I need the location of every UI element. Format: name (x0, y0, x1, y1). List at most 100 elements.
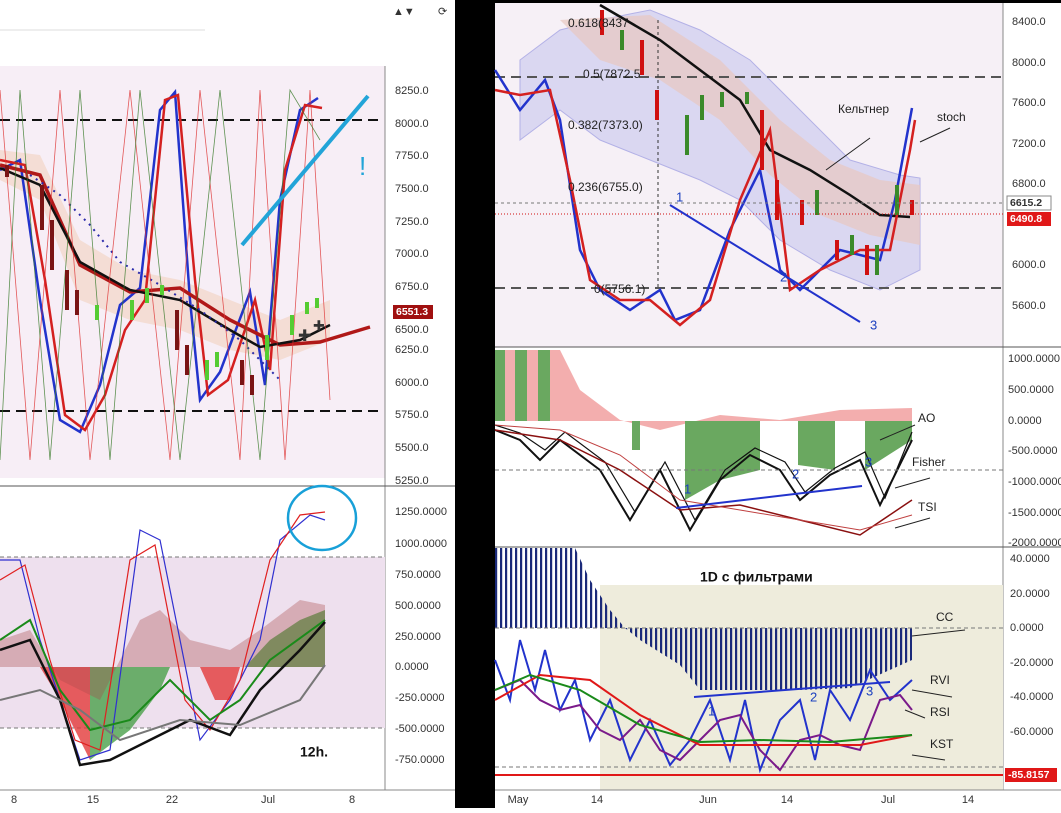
fib-label: 0.382(7373.0) (568, 118, 643, 132)
mid-axis: 1000.0000 500.0000 0.0000 -500.0000 -100… (1008, 353, 1061, 549)
bollinger-band (519, 9, 921, 291)
tick-label: 8400.0 (1012, 16, 1046, 28)
tick-label: -1500.0000 (1008, 507, 1061, 519)
tick-label: 7250.0 (395, 216, 429, 228)
tick-label: 0.0000 (395, 661, 429, 673)
price-tag-label: 6551.3 (396, 306, 428, 318)
price-tag-label: 6490.8 (1010, 213, 1042, 225)
candles (95, 285, 319, 380)
time-axis: May 14 Jun 14 Jul 14 (508, 794, 975, 806)
price-axis: 8400.0 8000.0 7600.0 7200.0 6800.0 6000.… (1012, 16, 1046, 312)
tick-label: -2000.0000 (1008, 537, 1061, 549)
panel-title: 1D с фильтрами (700, 569, 813, 585)
indicator-label: AO (918, 411, 935, 425)
tick-label: -250.0000 (395, 692, 445, 704)
tick-label: 14 (962, 794, 974, 806)
tick-label: 1000.0000 (395, 538, 447, 550)
tick-label: 6800.0 (1012, 178, 1046, 190)
tick-label: 6250.0 (395, 344, 429, 356)
bottom-axis: 40.0000 20.0000 0.0000 -20.0000 -40.0000… (1010, 553, 1053, 738)
keltner-channel (0, 150, 330, 360)
tick-label: -500.0000 (1008, 445, 1058, 457)
candles (5, 165, 254, 395)
trend-line (669, 204, 861, 323)
tick-label: -60.0000 (1010, 726, 1053, 738)
tick-label: -20.0000 (1010, 657, 1053, 669)
tick-label: 8000.0 (1012, 57, 1046, 69)
tick-label: -1000.0000 (1008, 476, 1061, 488)
tick-label: 750.0000 (395, 569, 441, 581)
tick-label: May (508, 794, 529, 806)
tick-label: -40.0000 (1010, 691, 1053, 703)
wave-number: 3 (865, 454, 872, 469)
tick-label: 5250.0 (395, 475, 429, 487)
fib-label: 0.618(8437 (568, 16, 629, 30)
price-tag (393, 305, 433, 319)
timeframe-label: 12h. (300, 744, 328, 760)
tick-label: 40.0000 (1010, 553, 1050, 565)
indicator-label: stoch (937, 110, 966, 124)
tick-label: 250.0000 (395, 631, 441, 643)
toolbar-icon[interactable]: ▲▼ (393, 6, 415, 18)
tick-label: 6750.0 (395, 281, 429, 293)
wave-number: 1 (708, 703, 715, 718)
wave-number: 1 (676, 189, 683, 204)
plot-bg (0, 66, 385, 478)
tick-label: 5600.0 (1012, 300, 1046, 312)
indicator-label: KST (930, 737, 954, 751)
tick-label: 1000.0000 (1008, 353, 1060, 365)
fib-label: 0.236(6755.0) (568, 180, 643, 194)
tick-label: 7600.0 (1012, 97, 1046, 109)
right-panel: 1 2 3 Кельтнер stoch 0.618(8437 0.5(7872… (493, 3, 1061, 806)
tick-label: 8 (11, 794, 17, 806)
fib-label: 0(5756.1) (594, 282, 645, 296)
divider (455, 0, 495, 808)
price-tag-label: 6615.2 (1010, 197, 1042, 209)
highlight-circle (286, 484, 358, 552)
value-tag: -85.8157 (1008, 769, 1050, 781)
toolbar-icon[interactable]: ⟳ (438, 6, 447, 18)
moving-average (0, 166, 331, 349)
tick-label: 5500.0 (395, 442, 429, 454)
tick-label: 6000.0 (1012, 259, 1046, 271)
tick-label: 14 (781, 794, 793, 806)
tick-label: 7750.0 (395, 150, 429, 162)
trend-line (240, 94, 370, 247)
indicator-label: CC (936, 610, 954, 624)
stoch-d (0, 93, 323, 432)
tick-label: -500.0000 (395, 723, 445, 735)
tick-label: 7500.0 (395, 183, 429, 195)
moving-average (0, 163, 371, 347)
indicator-label: Fisher (912, 455, 945, 469)
fib-label: 0.5(7872.5 (583, 67, 641, 81)
tick-label: 8250.0 (395, 85, 429, 97)
tick-label: 500.0000 (1008, 384, 1054, 396)
tick-label: 1250.0000 (395, 506, 447, 518)
candles (600, 10, 914, 275)
annotation: ! (359, 151, 366, 181)
tick-label: 0.0000 (1010, 622, 1044, 634)
tick-label: Jul (261, 794, 275, 806)
tick-label: -750.0000 (395, 754, 445, 766)
indicator-label: RVI (930, 673, 950, 687)
tick-label: 0.0000 (1008, 415, 1042, 427)
tick-label: 5750.0 (395, 409, 429, 421)
indicator-label: TSI (918, 500, 937, 514)
tick-label: 6000.0 (395, 377, 429, 389)
marker: ✚ (298, 328, 311, 345)
wave-number: 2 (780, 269, 787, 284)
tick-label: 20.0000 (1010, 588, 1050, 600)
osc-axis: 1250.0000 1000.0000 750.0000 500.0000 25… (395, 506, 447, 766)
tick-label: 500.0000 (395, 600, 441, 612)
price-axis: 8250.0 8000.0 7750.0 7500.0 7250.0 7000.… (395, 85, 429, 487)
time-axis: 8 15 22 Jul 8 (11, 794, 355, 806)
tick-label: 7000.0 (395, 248, 429, 260)
tick-label: 14 (591, 794, 603, 806)
left-panel: ▲▼ ⟳ ✚ ✚ ! 6551.3 12h. 8250.0 8000.0 775… (0, 0, 455, 808)
tick-label: 8 (349, 794, 355, 806)
tick-label: Jul (881, 794, 895, 806)
tick-label: 15 (87, 794, 99, 806)
tick-label: Jun (699, 794, 717, 806)
marker: ✚ (313, 318, 325, 334)
